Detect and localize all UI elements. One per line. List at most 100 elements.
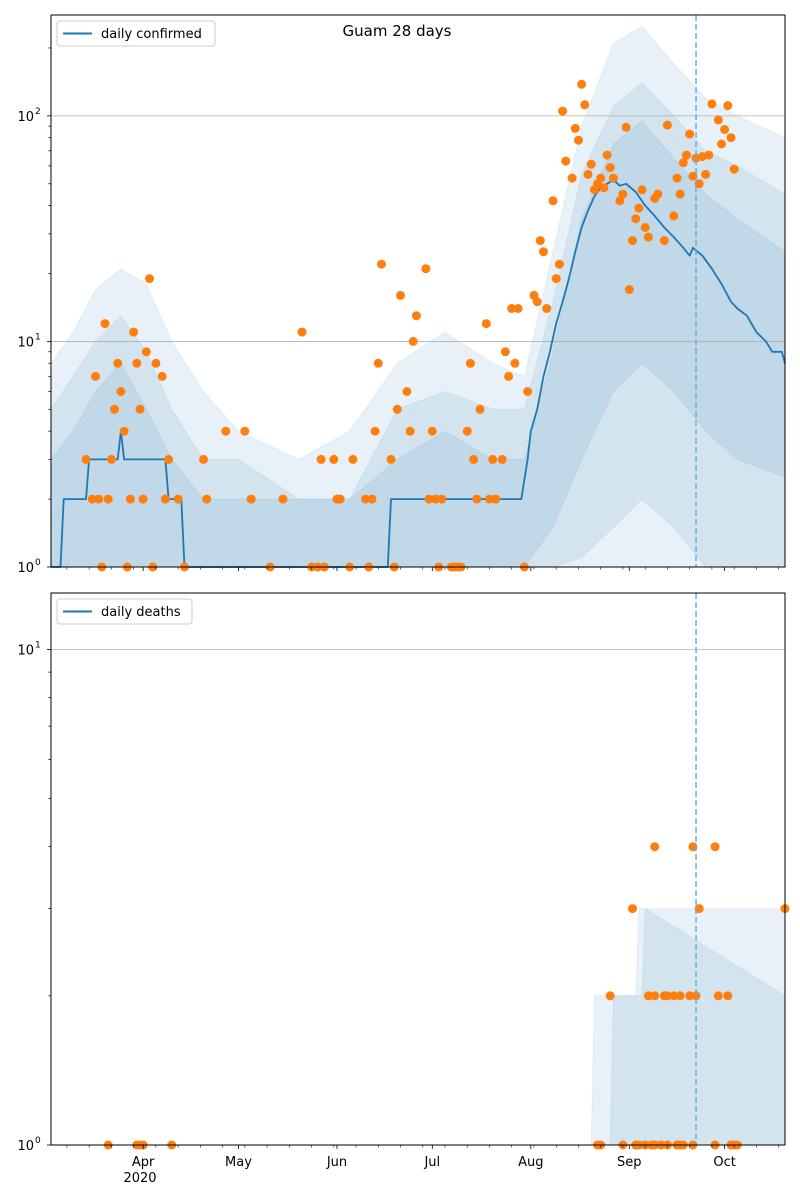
data-point — [462, 426, 472, 436]
data-point — [618, 189, 628, 199]
data-point — [348, 454, 358, 464]
data-point — [164, 454, 174, 464]
data-point — [539, 247, 548, 257]
data-point — [402, 387, 412, 396]
y-tick-exponent: 1 — [35, 332, 41, 342]
data-point — [246, 494, 256, 504]
x-month-label: Jul — [423, 1155, 440, 1170]
chart-title: Guam 28 days — [343, 22, 452, 40]
data-point — [717, 139, 726, 149]
data-point — [523, 387, 533, 396]
data-point — [694, 179, 704, 189]
data-point — [643, 232, 653, 242]
data-point — [396, 290, 405, 300]
data-point — [691, 991, 701, 1001]
data-point — [488, 454, 498, 464]
data-point — [475, 404, 485, 414]
data-point — [558, 106, 568, 116]
data-point — [504, 371, 514, 381]
data-point — [491, 494, 501, 504]
confirmed-x-ticks — [66, 567, 779, 571]
data-point — [577, 79, 587, 89]
data-point — [110, 404, 119, 414]
data-point — [500, 347, 510, 357]
data-point — [145, 274, 154, 284]
legend-box — [56, 20, 216, 47]
data-point — [586, 159, 596, 169]
data-point — [100, 319, 110, 329]
x-month-label: Sep — [617, 1155, 642, 1170]
data-point — [91, 371, 100, 381]
data-point — [694, 904, 704, 914]
data-point — [481, 319, 491, 329]
data-point — [465, 358, 475, 368]
data-point — [240, 426, 250, 436]
data-point — [631, 214, 641, 224]
data-point — [421, 264, 431, 274]
deaths-x-ticks — [66, 1145, 779, 1149]
y-tick-label: 10 — [17, 110, 34, 125]
data-point — [608, 173, 618, 183]
data-point — [650, 842, 660, 852]
data-point — [640, 223, 650, 232]
data-point — [160, 494, 170, 504]
data-point — [202, 494, 212, 504]
data-point — [713, 991, 723, 1001]
y-tick-exponent: 2 — [35, 107, 41, 117]
data-point — [685, 129, 695, 139]
data-point — [583, 169, 593, 179]
data-point — [129, 327, 139, 337]
x-axis-year-label: 2020 — [123, 1171, 156, 1186]
data-point — [370, 426, 380, 436]
y-tick-label: 10 — [17, 1139, 34, 1154]
data-point — [542, 304, 552, 313]
data-point — [628, 904, 637, 914]
y-tick-label: 10 — [17, 335, 34, 350]
data-point — [602, 150, 612, 160]
data-point — [329, 454, 339, 464]
confirmed-legend: daily confirmed — [56, 20, 216, 47]
data-point — [659, 236, 669, 246]
data-point — [707, 99, 717, 109]
data-point — [94, 494, 104, 504]
data-point — [650, 991, 660, 1001]
data-point — [710, 842, 720, 852]
x-month-label: Oct — [713, 1155, 735, 1170]
data-point — [377, 259, 386, 269]
deaths-legend: daily deaths — [56, 598, 193, 625]
data-point — [173, 494, 183, 504]
confirmed-gridlines — [51, 115, 785, 342]
data-point — [157, 371, 167, 381]
data-point — [713, 115, 723, 125]
data-point — [669, 211, 679, 221]
data-point — [392, 404, 402, 414]
data-point — [510, 358, 520, 368]
data-point — [125, 494, 135, 504]
data-point — [485, 494, 494, 504]
data-point — [507, 304, 517, 313]
data-point — [199, 454, 208, 464]
data-point — [567, 173, 577, 183]
data-point — [723, 991, 733, 1001]
y-tick-label: 10 — [17, 643, 34, 658]
data-point — [119, 426, 129, 436]
data-point — [113, 358, 123, 368]
y-tick-exponent: 0 — [35, 558, 41, 568]
confirmed-points — [81, 79, 739, 572]
data-point — [729, 164, 739, 174]
data-point — [561, 156, 571, 166]
data-point — [408, 336, 418, 346]
data-point — [316, 454, 326, 464]
data-point — [405, 426, 415, 436]
data-point — [682, 150, 691, 160]
y-tick-exponent: 0 — [35, 1136, 41, 1146]
data-point — [367, 494, 377, 504]
deaths-axes-frame — [50, 592, 786, 1146]
data-point — [596, 173, 606, 183]
data-point — [469, 454, 479, 464]
data-point — [675, 189, 685, 199]
data-point — [678, 158, 688, 168]
